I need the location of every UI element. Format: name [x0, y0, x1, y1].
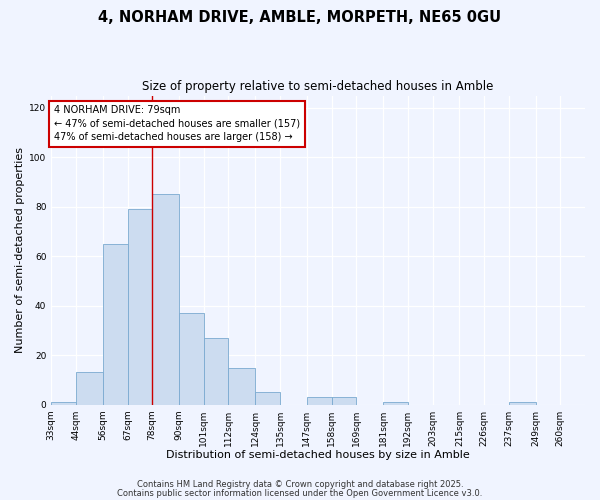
Text: 4 NORHAM DRIVE: 79sqm
← 47% of semi-detached houses are smaller (157)
47% of sem: 4 NORHAM DRIVE: 79sqm ← 47% of semi-deta… [53, 106, 299, 142]
Bar [76, 372, 103, 404]
Bar [204, 338, 229, 404]
X-axis label: Distribution of semi-detached houses by size in Amble: Distribution of semi-detached houses by … [166, 450, 470, 460]
Text: Contains HM Land Registry data © Crown copyright and database right 2025.: Contains HM Land Registry data © Crown c… [137, 480, 463, 489]
Bar [128, 210, 152, 404]
Bar [229, 368, 256, 405]
Bar [509, 402, 536, 404]
Bar [152, 194, 179, 404]
Title: Size of property relative to semi-detached houses in Amble: Size of property relative to semi-detach… [142, 80, 494, 93]
Text: Contains public sector information licensed under the Open Government Licence v3: Contains public sector information licen… [118, 488, 482, 498]
Bar [103, 244, 128, 404]
Y-axis label: Number of semi-detached properties: Number of semi-detached properties [15, 147, 25, 353]
Bar [179, 313, 204, 404]
Bar [383, 402, 408, 404]
Bar [256, 392, 280, 404]
Text: 4, NORHAM DRIVE, AMBLE, MORPETH, NE65 0GU: 4, NORHAM DRIVE, AMBLE, MORPETH, NE65 0G… [98, 10, 502, 25]
Bar [307, 397, 332, 404]
Bar [51, 402, 76, 404]
Bar [332, 397, 356, 404]
